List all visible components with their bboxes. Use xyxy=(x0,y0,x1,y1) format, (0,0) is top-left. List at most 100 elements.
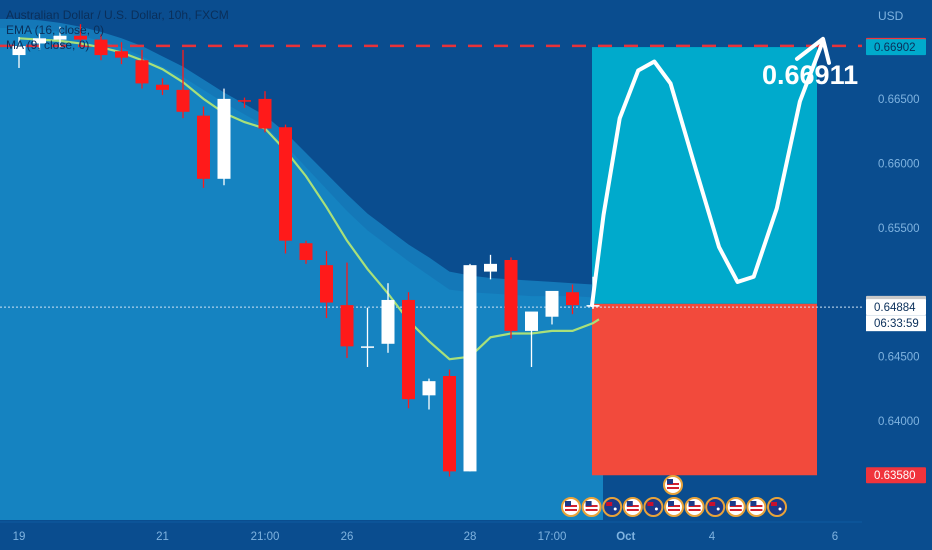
us-flag-icon[interactable] xyxy=(581,497,602,517)
price-label-text: 0.64884 xyxy=(874,302,916,314)
candle-body xyxy=(94,39,108,56)
flag-star xyxy=(778,507,782,511)
flag-canton xyxy=(688,501,695,506)
x-tick-label: 4 xyxy=(709,531,716,543)
candle xyxy=(12,37,26,68)
flag-stripe xyxy=(585,509,598,511)
us-flag-icon[interactable] xyxy=(746,497,767,517)
candle-body xyxy=(238,100,251,102)
candle-body xyxy=(361,346,374,348)
us-flag-icon[interactable] xyxy=(725,497,746,517)
price-label-text: 0.63580 xyxy=(874,470,916,482)
candle xyxy=(197,106,210,188)
candle xyxy=(156,78,169,96)
axis-price-label: 0.66902 xyxy=(866,39,926,56)
flag-circle xyxy=(767,497,787,517)
candle-body xyxy=(176,89,190,112)
candle-body xyxy=(422,381,436,396)
candle-body xyxy=(217,98,231,179)
candle-body xyxy=(545,290,559,317)
y-tick-label: 0.66000 xyxy=(878,158,920,170)
flag-circle xyxy=(602,497,623,517)
candle xyxy=(422,378,436,410)
flag-canton xyxy=(750,501,757,506)
x-tick-label: 19 xyxy=(13,531,26,543)
x-tick-label: 6 xyxy=(832,531,838,543)
candle xyxy=(381,283,395,353)
au-flag-icon[interactable] xyxy=(767,497,787,517)
flag-canton xyxy=(626,501,633,506)
candle xyxy=(94,34,108,61)
candle-body xyxy=(279,127,292,241)
y-tick-label: 0.64000 xyxy=(878,416,920,428)
candle-body xyxy=(381,299,395,344)
flag-union xyxy=(606,502,613,506)
candle-body xyxy=(340,305,354,347)
x-tick-label: 28 xyxy=(464,531,477,543)
candle-body xyxy=(566,292,579,306)
candle xyxy=(258,91,272,133)
forecast-curve xyxy=(590,38,825,308)
us-flag-icon[interactable] xyxy=(561,497,581,517)
events-row xyxy=(561,475,787,517)
us-flag-icon[interactable] xyxy=(622,497,643,517)
candle xyxy=(443,369,456,477)
flag-circle xyxy=(705,497,726,517)
candle-body xyxy=(525,311,538,331)
candle-body xyxy=(33,38,46,44)
au-flag-icon[interactable] xyxy=(602,497,623,517)
candle-body xyxy=(402,299,415,400)
flag-canton xyxy=(565,501,571,506)
candle-body xyxy=(53,35,67,40)
symbol-title[interactable]: Australian Dollar / U.S. Dollar, 10h, FX… xyxy=(6,8,229,22)
candle xyxy=(33,33,46,50)
candle-body xyxy=(258,98,272,129)
au-flag-icon[interactable] xyxy=(643,497,664,517)
flag-stripe xyxy=(688,509,701,511)
y-tick-label: 0.64500 xyxy=(878,352,920,364)
candle xyxy=(238,97,251,108)
us-flag-icon[interactable] xyxy=(663,475,683,495)
x-tick-label: 21:00 xyxy=(251,531,280,543)
candles-group xyxy=(12,24,600,477)
flag-star xyxy=(654,507,658,511)
price-label-text: 0.66902 xyxy=(874,42,916,54)
candle-body xyxy=(484,263,497,272)
candle-body xyxy=(197,115,210,179)
candle xyxy=(484,254,497,280)
candle xyxy=(74,24,87,45)
candle-body xyxy=(12,46,26,56)
au-flag-icon[interactable] xyxy=(705,497,726,517)
candle-body xyxy=(299,243,313,260)
ema-indicator-label[interactable]: EMA (16, close, 0) xyxy=(6,23,105,37)
flag-canton xyxy=(667,479,673,484)
candle xyxy=(279,124,292,254)
flag-star xyxy=(716,507,720,511)
candle xyxy=(361,307,374,367)
flag-union xyxy=(709,502,716,506)
x-tick-label: Oct xyxy=(616,531,635,543)
us-flag-icon[interactable] xyxy=(684,497,705,517)
x-tick-label: 21 xyxy=(156,531,169,543)
axis-currency-label: USD xyxy=(878,9,904,23)
candle xyxy=(53,26,67,48)
ma-indicator-label[interactable]: MA (9, close, 0) xyxy=(6,38,90,52)
axis-price-label: 0.63580 xyxy=(866,467,926,484)
axis-price-label: 0.64884 xyxy=(866,299,926,316)
y-tick-label: 0.66500 xyxy=(878,94,920,106)
candle-body xyxy=(463,265,477,472)
candle xyxy=(566,284,579,315)
candle xyxy=(545,290,559,325)
candle-body xyxy=(135,60,149,84)
candle-body xyxy=(504,260,518,331)
flag-star xyxy=(613,507,617,511)
flag-stripe xyxy=(668,509,680,511)
candle xyxy=(340,262,354,358)
price-label-box xyxy=(866,39,926,56)
flag-stripe xyxy=(729,509,742,511)
x-tick-label: 26 xyxy=(341,531,354,543)
candle xyxy=(135,49,149,89)
us-flag-icon[interactable] xyxy=(664,497,684,517)
